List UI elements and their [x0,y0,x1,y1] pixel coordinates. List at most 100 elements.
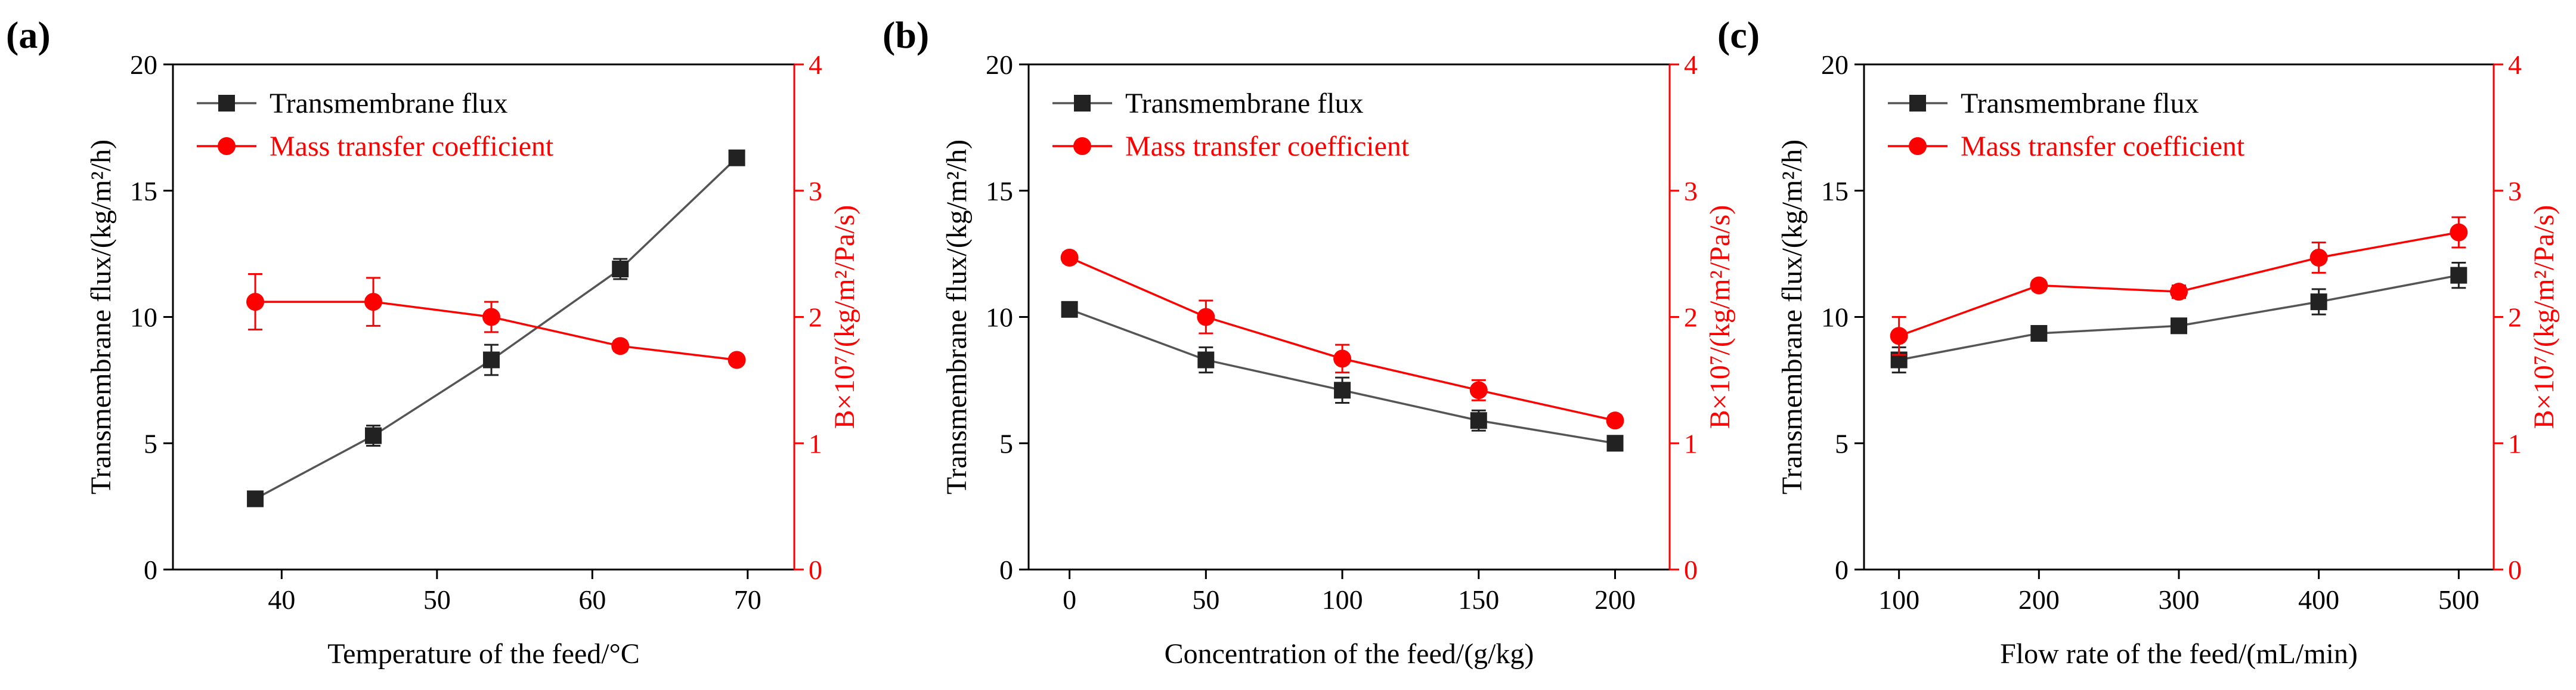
left-y-tick-label: 15 [130,176,157,206]
chart-panel-0: (a) 40 50 60 70 0 5 10 15 20 0 1 2 3 4 Temperature of t… [6,14,860,670]
x-tick-label: 40 [268,584,295,615]
right-y-tick-label: 1 [809,428,822,459]
panel-label: (a) [6,14,51,56]
x-tick-label: 100 [1322,584,1363,615]
coefficient-data-point [364,293,383,311]
left-y-axis-title: Transmembrane flux/(kg/m²/h) [941,140,973,494]
flux-data-point [2310,293,2327,311]
x-tick-label: 50 [1192,584,1219,615]
left-y-tick-label: 10 [1821,302,1849,333]
flux-data-point [483,351,500,369]
legend-label-coefficient: Mass transfer coefficient [1961,131,2245,162]
coefficient-data-point [611,337,630,355]
series-line-flux [1069,308,1615,444]
legend-label-flux: Transmembrane flux [1125,88,1364,119]
x-tick-label: 50 [423,584,451,615]
left-y-tick-label: 5 [1835,428,1849,459]
left-y-tick-label: 20 [130,49,157,80]
left-y-axis-title: Transmembrane flux/(kg/m²/h) [85,140,117,494]
right-y-tick-label: 0 [1684,555,1698,585]
flux-data-point [612,261,629,278]
coefficient-data-point [2030,276,2048,295]
right-y-tick-label: 3 [1684,176,1698,206]
flux-data-point [2030,325,2048,342]
x-tick-label: 200 [2018,584,2060,615]
left-y-tick-label: 20 [1821,49,1849,80]
flux-data-point [1334,382,1351,399]
x-axis-title: Concentration of the feed/(g/kg) [1165,638,1534,670]
x-tick-label: 500 [2438,584,2479,615]
right-y-tick-label: 4 [1684,49,1698,80]
legend-label-coefficient: Mass transfer coefficient [270,131,554,162]
legend-marker-coefficient [1073,137,1091,155]
right-y-axis-title: B×10⁷/(kg/m²/Pa/s) [1704,205,1736,429]
legend-marker-coefficient [218,137,236,155]
flux-data-point [2171,317,2187,335]
x-axis-title: Flow rate of the feed/(mL/min) [2000,638,2358,670]
coefficient-data-point [482,308,501,326]
right-y-tick-label: 1 [1684,428,1698,459]
legend-marker-flux [1909,95,1926,112]
right-y-axis-title: B×10⁷/(kg/m²/Pa/s) [829,205,860,429]
right-y-tick-label: 3 [809,176,822,206]
coefficient-data-point [727,351,746,369]
x-tick-label: 60 [578,584,606,615]
coefficient-data-point [2309,248,2328,267]
panel-label: (b) [883,14,929,56]
flux-data-point [365,427,382,444]
right-y-axis-title: B×10⁷/(kg/m²/Pa/s) [2528,205,2560,429]
coefficient-data-point [1606,411,1624,430]
right-y-tick-label: 2 [1684,302,1698,333]
right-y-tick-label: 2 [2508,302,2522,333]
right-y-tick-label: 3 [2508,176,2522,206]
flux-data-point [247,490,264,508]
coefficient-data-point [1333,349,1352,368]
legend-marker-flux [218,95,235,112]
left-y-tick-label: 5 [999,428,1013,459]
flux-data-point [1606,435,1624,452]
right-y-tick-label: 1 [2508,428,2522,459]
x-tick-label: 100 [1878,584,1919,615]
flux-data-point [1470,412,1487,429]
x-tick-label: 300 [2159,584,2200,615]
left-y-tick-label: 10 [130,302,157,333]
left-y-axis-title: Transmembrane flux/(kg/m²/h) [1776,140,1808,494]
legend-label-coefficient: Mass transfer coefficient [1125,131,1410,162]
chart-panel-1: (b)0 50 100 150 2000510152001234Concentratio… [883,14,1736,670]
coefficient-data-point [246,293,265,311]
flux-data-point [1061,301,1078,318]
legend-marker-coefficient [1909,137,1927,155]
coefficient-data-point [1197,308,1215,326]
series-line-flux [255,157,738,500]
flux-data-point [1197,351,1215,369]
x-tick-label: 0 [1063,584,1076,615]
left-y-tick-label: 20 [986,49,1013,80]
coefficient-data-point [1469,381,1488,400]
flux-data-point [728,149,745,166]
right-y-tick-label: 0 [809,555,822,585]
left-y-tick-label: 15 [1821,176,1849,206]
flux-data-point [2450,267,2467,284]
coefficient-data-point [2170,283,2188,301]
x-tick-label: 200 [1594,584,1636,615]
right-y-tick-label: 4 [809,49,822,80]
x-tick-label: 150 [1458,584,1499,615]
right-y-tick-label: 2 [809,302,822,333]
coefficient-data-point [1890,327,1908,345]
x-tick-label: 70 [734,584,761,615]
legend-label-flux: Transmembrane flux [1961,88,2199,119]
left-y-tick-label: 15 [986,176,1013,206]
panel-label: (c) [1717,14,1760,56]
x-tick-label: 400 [2298,584,2339,615]
left-y-tick-label: 10 [986,302,1013,333]
coefficient-data-point [2450,223,2468,242]
legend-marker-flux [1074,95,1091,112]
left-y-tick-label: 0 [999,555,1013,585]
right-y-tick-label: 0 [2508,555,2522,585]
right-y-tick-label: 4 [2508,49,2522,80]
coefficient-data-point [1060,248,1079,267]
legend-label-flux: Transmembrane flux [270,88,508,119]
left-y-tick-label: 5 [144,428,157,459]
